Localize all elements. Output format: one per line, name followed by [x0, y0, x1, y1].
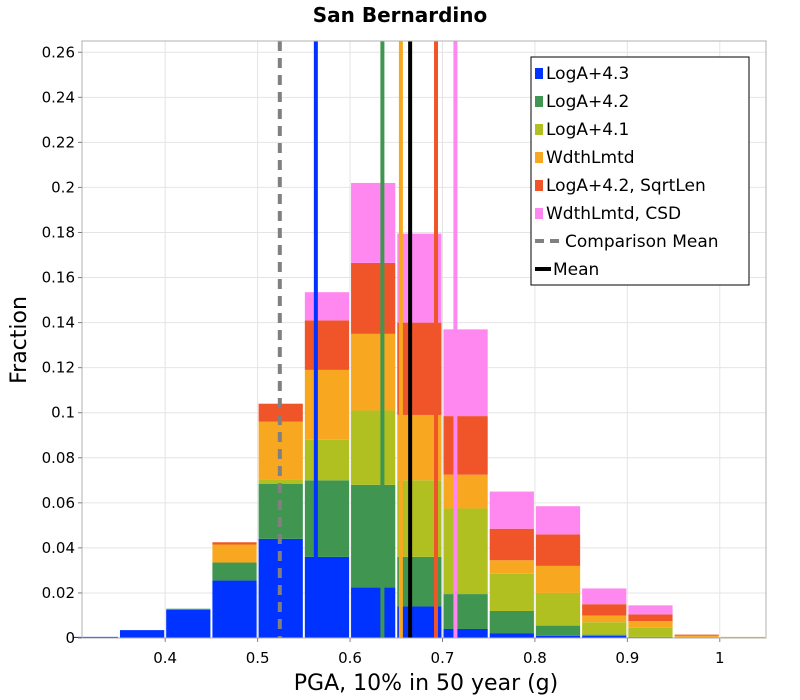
- bar-segment: [582, 615, 627, 623]
- x-tick-label: 0.9: [615, 649, 639, 667]
- bar-segment: [489, 491, 534, 529]
- y-tick-label: 0.06: [42, 494, 75, 512]
- bar-segment: [443, 508, 488, 595]
- legend-label: WdthLmtd: [546, 148, 635, 168]
- axes: 0 0.02 0.04 0.06 0.08 0.1 0.12 0.14 0.16 0.18 0.2 0…: [42, 43, 725, 667]
- legend-label: LogA+4.3: [546, 64, 629, 84]
- bar-segment: [628, 627, 673, 637]
- bar-segment: [720, 636, 765, 638]
- bar-segment: [535, 506, 581, 535]
- bar-segment: [304, 369, 350, 440]
- y-tick-label: 0.24: [42, 88, 75, 106]
- bar-segment: [535, 534, 581, 566]
- bar-segment: [535, 592, 581, 626]
- y-tick-label: 0.1: [51, 404, 75, 422]
- legend-label: WdthLmtd, CSD: [546, 204, 681, 224]
- bar-segment: [212, 542, 257, 545]
- y-axis-label: Fraction: [7, 296, 32, 384]
- y-tick-label: 0.2: [51, 178, 75, 196]
- legend: LogA+4.3 LogA+4.2 LogA+4.1 WdthLmtd LogA+4.2…: [530, 56, 750, 286]
- y-tick-label: 0.18: [42, 223, 75, 241]
- bar-segment: [582, 588, 627, 605]
- bar-segment: [443, 329, 488, 417]
- bar-segment: [489, 528, 534, 561]
- y-tick-label: 0.04: [42, 539, 75, 557]
- bar-segment: [628, 621, 673, 628]
- bar-segment: [166, 609, 211, 638]
- bar-segment: [674, 635, 719, 637]
- legend-swatch: [535, 96, 543, 107]
- bar-segment: [582, 604, 627, 616]
- y-tick-label: 0.26: [42, 43, 75, 61]
- bar-segment: [73, 636, 118, 638]
- bar-segment: [443, 474, 488, 509]
- bar-segment: [674, 636, 719, 638]
- x-tick-label: 0.5: [246, 649, 270, 667]
- legend-swatch: [535, 124, 543, 135]
- y-tick-label: 0.08: [42, 449, 75, 467]
- x-tick-label: 0.7: [431, 649, 455, 667]
- bar-segment: [582, 635, 627, 638]
- bar-segment: [304, 320, 350, 370]
- bar-segment: [258, 403, 303, 422]
- y-tick-label: 0.22: [42, 133, 75, 151]
- bar-segment: [489, 633, 534, 638]
- y-tick-label: 0.14: [42, 314, 75, 332]
- bar-segment: [443, 416, 488, 475]
- bar-segment: [304, 292, 350, 321]
- legend-swatch: [535, 68, 543, 79]
- bar-segment: [351, 587, 396, 638]
- y-tick-label: 0.02: [42, 584, 75, 602]
- bar-segment: [212, 544, 257, 563]
- bar-segment: [489, 573, 534, 611]
- x-tick-label: 0.8: [523, 649, 547, 667]
- legend-label: LogA+4.1: [546, 120, 629, 140]
- bar-segment: [351, 262, 396, 334]
- bar-segment: [489, 560, 534, 574]
- bar-segment: [628, 614, 673, 622]
- bar-segment: [119, 630, 165, 638]
- bar-segment: [351, 410, 396, 485]
- bar-segment: [443, 594, 488, 629]
- bar-segment: [212, 562, 257, 581]
- legend-swatch: [535, 152, 543, 163]
- bar-segment: [351, 182, 396, 263]
- legend-box: [530, 56, 750, 286]
- y-tick-label: 0: [65, 629, 75, 647]
- legend-swatch: [535, 208, 543, 219]
- x-tick-label: 1: [715, 649, 725, 667]
- bar-segment: [304, 480, 350, 557]
- bar-segment: [628, 605, 673, 615]
- x-axis-label: PGA, 10% in 50 year (g): [294, 671, 558, 696]
- bar-segment: [351, 484, 396, 588]
- bar-segment: [628, 636, 673, 638]
- bar-segment: [166, 608, 211, 610]
- legend-label: Mean: [553, 260, 599, 280]
- bar-segment: [489, 610, 534, 634]
- bar-segment: [258, 479, 303, 484]
- y-tick-label: 0.12: [42, 359, 75, 377]
- bar-segment: [535, 635, 581, 638]
- legend-label: LogA+4.2, SqrtLen: [546, 176, 706, 196]
- bar-segment: [304, 439, 350, 481]
- bar-segment: [582, 622, 627, 635]
- plot-frame: [81, 40, 767, 639]
- bar-segment: [535, 565, 581, 593]
- bar-segment: [674, 634, 719, 636]
- bar-segment: [443, 628, 488, 638]
- bar-segment: [351, 333, 396, 411]
- bar-segment: [535, 625, 581, 636]
- legend-label: LogA+4.2: [546, 92, 629, 112]
- chart-title: San Bernardino: [313, 3, 488, 27]
- bar-segment: [212, 580, 257, 638]
- x-tick-label: 0.6: [338, 649, 362, 667]
- x-tick-label: 0.4: [153, 649, 177, 667]
- legend-swatch: [535, 180, 543, 191]
- mean-lines: [277, 41, 458, 638]
- bar-segment: [304, 556, 350, 638]
- y-tick-label: 0.16: [42, 269, 75, 287]
- legend-label: Comparison Mean: [565, 232, 719, 252]
- bar-segment: [582, 634, 627, 636]
